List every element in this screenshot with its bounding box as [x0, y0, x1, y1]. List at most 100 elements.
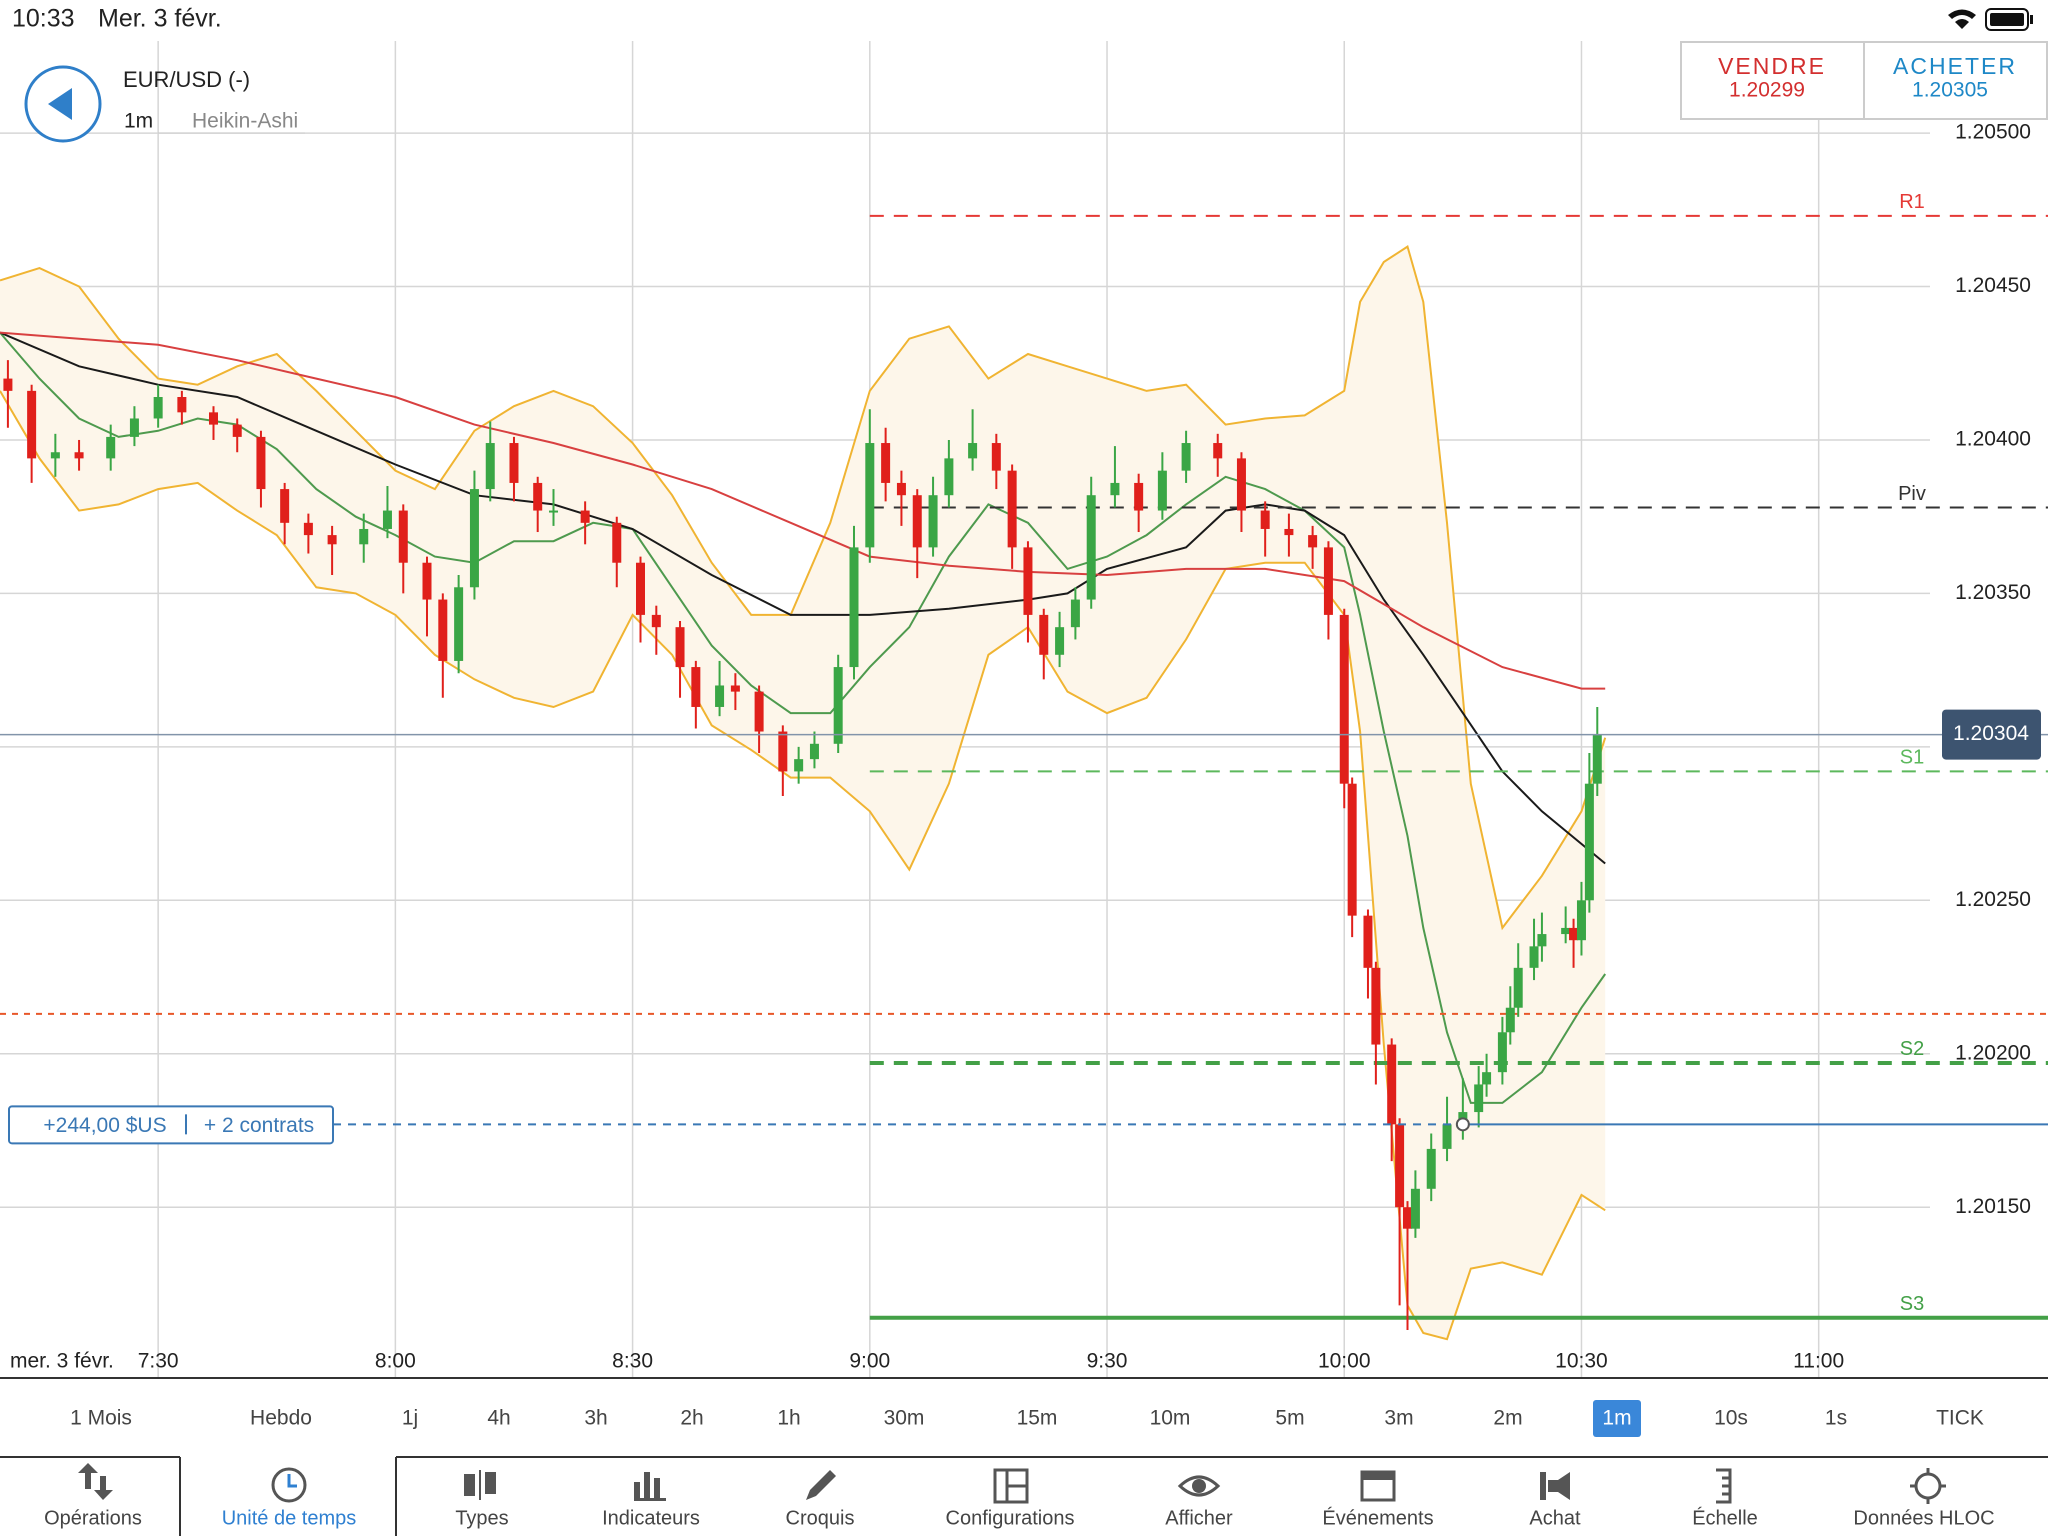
timeframe-button[interactable]: 15m: [1017, 1407, 1058, 1430]
candle-body: [129, 418, 139, 437]
candle-body: [208, 412, 218, 425]
candle-body: [651, 614, 661, 628]
wifi-icon: [1948, 9, 1976, 29]
candle-body: [533, 482, 543, 511]
x-tick-label: 7:30: [138, 1350, 179, 1373]
toolbar-button[interactable]: Échelle: [1692, 1506, 1758, 1529]
candle-body: [232, 424, 242, 437]
candle-body: [549, 510, 559, 513]
timeframe-button[interactable]: 30m: [884, 1407, 925, 1430]
candle-body: [1339, 614, 1349, 784]
status-time: 10:33: [12, 5, 75, 33]
timeframe-button[interactable]: 10m: [1150, 1407, 1191, 1430]
position-box: [8, 1105, 334, 1145]
candle-body: [1482, 1072, 1492, 1085]
trade-box: [1680, 41, 2048, 120]
candle-body: [1584, 783, 1594, 901]
candle-body: [1157, 470, 1167, 511]
toolbar-button[interactable]: Opérations: [44, 1507, 142, 1529]
sell-button[interactable]: VENDRE: [1718, 53, 1826, 79]
timeframe-button[interactable]: 3h: [584, 1407, 607, 1430]
candle-body: [382, 510, 392, 529]
candle-body: [1110, 482, 1120, 496]
candle-body: [438, 599, 448, 661]
moving-average: [0, 331, 1606, 690]
candle-body: [715, 685, 725, 707]
candle-body: [865, 443, 875, 548]
toolbar-button[interactable]: Indicateurs: [602, 1507, 700, 1529]
candle-body: [1561, 927, 1571, 935]
timeframe-button[interactable]: 1 Mois: [70, 1407, 132, 1430]
candle-body: [1592, 734, 1602, 784]
date-label: mer. 3 févr.: [10, 1350, 114, 1373]
toolbar-button[interactable]: Données HLOC: [1853, 1507, 1994, 1529]
level-label: R1: [1899, 191, 1925, 213]
candle-body: [1363, 915, 1373, 968]
sell-price: 1.20299: [1729, 79, 1805, 102]
candle-body: [778, 731, 788, 772]
timeframe-button[interactable]: 1j: [402, 1407, 418, 1430]
candle-body: [509, 443, 519, 483]
timeframe-selected: [1593, 1400, 1641, 1437]
battery-icon: [1985, 8, 2033, 31]
toolbar-button[interactable]: Afficher: [1165, 1507, 1233, 1529]
candle-body: [469, 489, 479, 588]
timeframe-button[interactable]: 4h: [487, 1407, 510, 1430]
chart-type: Heikin-Ashi: [192, 110, 298, 133]
band-upper: [0, 245, 1607, 931]
x-tick-label: 9:00: [849, 1350, 890, 1373]
candle-body: [1260, 510, 1270, 529]
timeframe-button[interactable]: 1s: [1825, 1407, 1847, 1430]
candle-body: [1403, 1207, 1413, 1229]
candle-body: [1474, 1084, 1484, 1113]
timeframe-button[interactable]: 5m: [1275, 1407, 1304, 1430]
timeframe-button[interactable]: TICK: [1936, 1407, 1984, 1430]
candle-body: [809, 743, 819, 760]
candle-body: [1086, 495, 1096, 600]
candle-body: [580, 510, 590, 523]
candle-body: [1213, 443, 1223, 459]
timeframe-button[interactable]: 1h: [777, 1407, 800, 1430]
toolbar-button[interactable]: Configurations: [946, 1507, 1075, 1529]
toolbar-button[interactable]: Types: [455, 1507, 508, 1529]
candle-body: [849, 547, 859, 668]
candle-body: [1513, 967, 1523, 1008]
x-tick-label: 8:00: [375, 1350, 416, 1373]
candle-body: [1181, 443, 1191, 471]
candle-body: [944, 458, 954, 496]
back-button[interactable]: [24, 65, 102, 143]
timeframe-button[interactable]: Hebdo: [250, 1407, 312, 1430]
timeframe-button[interactable]: 1m: [1602, 1407, 1631, 1430]
candle-body: [968, 443, 978, 459]
toolbar-button[interactable]: Événements: [1322, 1506, 1433, 1529]
candle-body: [1529, 946, 1539, 968]
timeframe-button[interactable]: 2m: [1493, 1407, 1522, 1430]
toolbar-button[interactable]: Achat: [1529, 1507, 1581, 1529]
candle-body: [1347, 783, 1357, 916]
candle-body: [991, 443, 1001, 471]
level-label: S1: [1900, 747, 1924, 769]
x-tick-label: 10:30: [1555, 1350, 1608, 1373]
candle-body: [1395, 1124, 1405, 1208]
timeframe-button[interactable]: 3m: [1384, 1407, 1413, 1430]
candle-body: [1537, 934, 1547, 947]
y-tick-label: 1.20200: [1955, 1041, 2031, 1064]
timeframe-button[interactable]: 2h: [680, 1407, 703, 1430]
candle-body: [280, 489, 290, 523]
level-label: S2: [1900, 1038, 1924, 1060]
current-price-label: 1.20304: [1953, 722, 2029, 745]
candle-body: [754, 691, 764, 732]
candle-body: [833, 667, 843, 744]
buy-price: 1.20305: [1912, 79, 1988, 102]
toolbar-button[interactable]: Croquis: [786, 1507, 855, 1529]
candle-body: [27, 390, 37, 459]
toolbar-button[interactable]: Unité de temps: [222, 1507, 357, 1529]
y-tick-label: 1.20450: [1955, 274, 2031, 297]
position-quantity: + 2 contrats: [204, 1114, 314, 1137]
timeframe-button[interactable]: 10s: [1714, 1407, 1748, 1430]
buy-button[interactable]: ACHETER: [1893, 53, 2017, 79]
candle-body: [359, 528, 369, 545]
candle-body: [74, 452, 84, 459]
